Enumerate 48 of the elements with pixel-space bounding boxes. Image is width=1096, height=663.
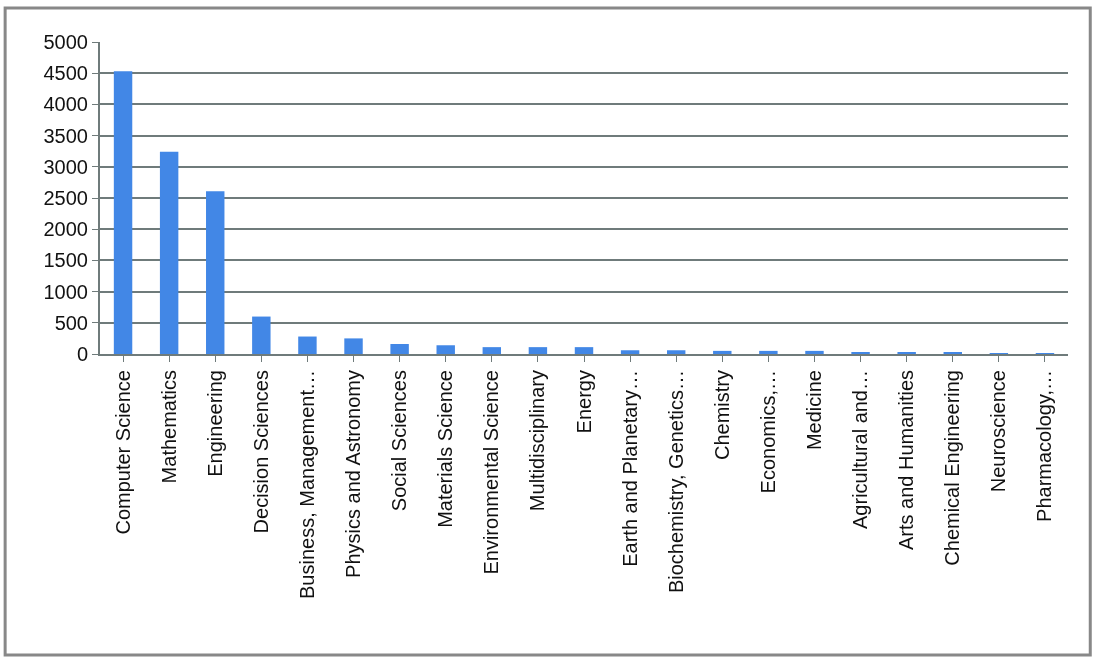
- x-tick-label: Arts and Humanities: [895, 370, 918, 551]
- x-tick-label: Computer Science: [111, 370, 134, 535]
- x-tick-label: Business, Management…: [295, 370, 318, 600]
- bar: [298, 336, 317, 354]
- bar: [113, 71, 133, 354]
- bar: [159, 151, 179, 354]
- x-tick-label: Earth and Planetary…: [618, 370, 641, 567]
- bar: [666, 350, 686, 354]
- x-tick-label: Engineering: [203, 370, 226, 477]
- y-tick-label: 4500: [43, 62, 88, 85]
- x-tick-label: Multidisciplinary: [526, 370, 549, 512]
- bar: [805, 350, 824, 354]
- y-tick-label: 5000: [43, 31, 88, 53]
- x-tick-label: Medicine: [802, 370, 825, 451]
- y-tick-label: 1000: [43, 280, 88, 303]
- x-tick-label: Agricultural and…: [849, 370, 872, 529]
- bar: [713, 350, 732, 354]
- bar: [252, 316, 271, 354]
- y-tick-label: 3000: [43, 155, 88, 178]
- x-tick-label: Environmental Science: [480, 370, 503, 575]
- x-tick-label: Mathematics: [157, 370, 180, 484]
- bar: [344, 338, 363, 354]
- bar: [574, 347, 594, 354]
- x-tick-label: Chemical Engineering: [941, 370, 964, 566]
- x-tick-label: Pharmacology,…: [1033, 370, 1056, 522]
- bar: [390, 344, 409, 354]
- bar: [482, 347, 502, 354]
- x-tick-label: Economics,…: [756, 370, 779, 494]
- x-tick-label: Social Sciences: [388, 370, 411, 512]
- x-tick-label: Materials Science: [434, 370, 457, 528]
- y-tick-label: 4000: [43, 93, 88, 116]
- y-tick-label: 2500: [43, 187, 88, 209]
- bar: [759, 350, 778, 354]
- x-tick-label: Decision Sciences: [249, 370, 272, 534]
- y-tick-label: 2000: [43, 218, 88, 241]
- x-tick-label: Chemistry: [710, 370, 733, 461]
- x-tick-label: Energy: [572, 370, 595, 434]
- bar: [620, 350, 640, 354]
- bar: [528, 347, 548, 354]
- bar: [206, 191, 225, 354]
- y-tick-label: 3500: [43, 124, 88, 147]
- y-tick-label: 1500: [43, 249, 88, 272]
- y-tick-label: 500: [54, 311, 88, 334]
- x-tick-label: Neuroscience: [987, 370, 1010, 493]
- y-tick-label: 0: [76, 343, 88, 365]
- x-tick-label: Biochemistry, Genetics…: [664, 370, 687, 594]
- x-tick-label: Physics and Astronomy: [342, 370, 365, 578]
- bar: [436, 345, 455, 354]
